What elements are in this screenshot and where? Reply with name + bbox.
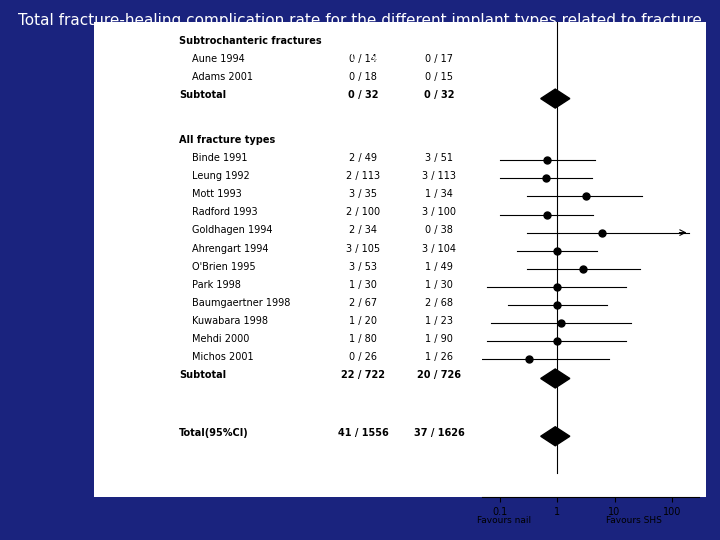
Text: 2 / 67: 2 / 67 [348,298,377,308]
Text: Baumgaertner 1998: Baumgaertner 1998 [192,298,290,308]
Text: 20 / 726: 20 / 726 [418,370,462,380]
Text: 1 / 26: 1 / 26 [426,352,454,362]
Text: Subtotal: Subtotal [179,90,226,100]
Text: O'Brien 1995: O'Brien 1995 [192,261,255,272]
Text: Michos 2001: Michos 2001 [192,352,253,362]
Text: Mott 1993: Mott 1993 [192,190,241,199]
Text: Adams 2001: Adams 2001 [192,72,253,82]
Text: 0 / 18: 0 / 18 [349,72,377,82]
Text: Favours SHS: Favours SHS [606,516,662,525]
Text: 0 / 14: 0 / 14 [349,54,377,64]
Text: 3 / 113: 3 / 113 [423,171,456,181]
Text: 3 / 104: 3 / 104 [423,244,456,253]
Text: 3 / 35: 3 / 35 [349,190,377,199]
Text: Favours nail: Favours nail [477,516,531,525]
Text: Binde 1991: Binde 1991 [192,153,247,163]
Text: All fracture types: All fracture types [179,135,276,145]
Text: 1 / 20: 1 / 20 [349,316,377,326]
Text: Subtrochanteric fractures: Subtrochanteric fractures [179,36,322,46]
Text: 2 / 113: 2 / 113 [346,171,380,181]
Text: 3 / 51: 3 / 51 [426,153,454,163]
Text: 0 / 17: 0 / 17 [426,54,454,64]
Text: Park 1998: Park 1998 [192,280,240,289]
Text: 1 / 80: 1 / 80 [349,334,377,344]
Text: 0 / 32: 0 / 32 [348,90,378,100]
Text: 0 / 32: 0 / 32 [424,90,454,100]
Text: 1 / 34: 1 / 34 [426,190,454,199]
Text: Subtotal: Subtotal [179,370,226,380]
Text: 1 / 30: 1 / 30 [426,280,454,289]
Text: Goldhagen 1994: Goldhagen 1994 [192,226,272,235]
Text: 3 / 100: 3 / 100 [423,207,456,218]
Text: 0 / 15: 0 / 15 [426,72,454,82]
Text: Kuwabara 1998: Kuwabara 1998 [192,316,268,326]
Text: 2 / 68: 2 / 68 [426,298,454,308]
Text: 37 / 1626: 37 / 1626 [414,428,464,438]
Text: Total(95%CI): Total(95%CI) [179,428,249,438]
Text: 0 / 38: 0 / 38 [426,226,454,235]
Text: 3 / 105: 3 / 105 [346,244,380,253]
Polygon shape [541,427,570,446]
Text: 2 / 34: 2 / 34 [349,226,377,235]
Text: Mehdi 2000: Mehdi 2000 [192,334,249,344]
Text: 0 / 26: 0 / 26 [349,352,377,362]
Text: 2 / 100: 2 / 100 [346,207,380,218]
Text: 1 / 49: 1 / 49 [426,261,454,272]
Text: Leung 1992: Leung 1992 [192,171,249,181]
Text: Total fracture-healing complication rate for the different implant types related: Total fracture-healing complication rate… [18,14,702,63]
Polygon shape [541,89,570,108]
Text: Aune 1994: Aune 1994 [192,54,244,64]
Text: 1 / 23: 1 / 23 [426,316,454,326]
Text: 1 / 30: 1 / 30 [349,280,377,289]
Polygon shape [541,369,570,388]
Text: 22 / 722: 22 / 722 [341,370,385,380]
Text: 1 / 90: 1 / 90 [426,334,454,344]
Text: Ahrengart 1994: Ahrengart 1994 [192,244,268,253]
Text: 41 / 1556: 41 / 1556 [338,428,388,438]
Text: Radford 1993: Radford 1993 [192,207,257,218]
Text: 3 / 53: 3 / 53 [349,261,377,272]
Text: 2 / 49: 2 / 49 [349,153,377,163]
